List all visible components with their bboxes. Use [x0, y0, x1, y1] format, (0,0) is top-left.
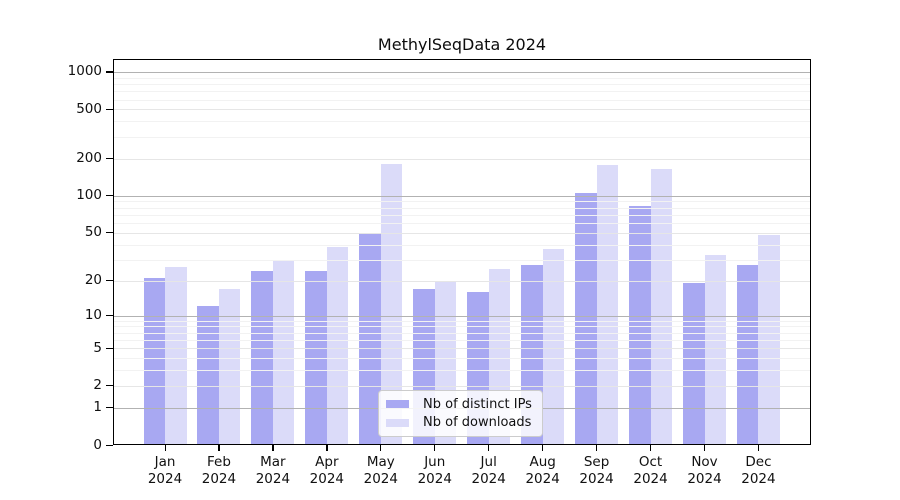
- x-tick-label-apr: Apr 2024: [309, 454, 345, 487]
- y-tick-label-0: 0: [93, 436, 102, 453]
- x-tick-label-mar: Mar 2024: [255, 454, 291, 487]
- x-tick-label-aug: Aug 2024: [525, 454, 560, 487]
- y-tick-mark-50: [106, 232, 113, 234]
- plot-border: [113, 59, 811, 445]
- x-tick-mark-apr: [326, 445, 328, 451]
- y-tick-mark-200: [106, 158, 113, 160]
- y-tick-label-200: 200: [76, 150, 102, 167]
- y-tick-mark-5: [106, 347, 113, 349]
- y-tick-label-50: 50: [84, 224, 102, 241]
- y-tick-label-5: 5: [93, 339, 102, 356]
- x-tick-mark-aug: [542, 445, 544, 451]
- y-tick-mark-20: [106, 280, 113, 282]
- x-tick-label-oct: Oct 2024: [633, 454, 668, 487]
- y-tick-label-10: 10: [84, 307, 102, 323]
- x-tick-mark-oct: [650, 445, 652, 451]
- y-tick-label-1000: 1000: [67, 63, 102, 80]
- y-tick-mark-500: [106, 108, 113, 110]
- y-tick-label-1: 1: [93, 399, 102, 416]
- legend-item-distinct-ips: Nb of distinct IPs: [386, 395, 534, 413]
- y-tick-mark-100: [106, 195, 113, 197]
- x-tick-label-jan: Jan 2024: [147, 454, 183, 487]
- x-tick-label-dec: Dec 2024: [741, 454, 776, 487]
- x-tick-mark-sep: [596, 445, 598, 451]
- x-tick-label-may: May 2024: [363, 454, 398, 487]
- legend-label-downloads: Nb of downloads: [423, 415, 532, 431]
- legend-swatch-distinct-ips: [386, 400, 409, 409]
- y-tick-mark-0: [106, 444, 113, 446]
- chart-title: MethylSeqData 2024: [377, 35, 547, 54]
- y-tick-mark-2: [106, 385, 113, 387]
- legend: Nb of distinct IPs Nb of downloads: [378, 390, 543, 437]
- x-tick-mark-feb: [218, 445, 220, 451]
- x-tick-label-jul: Jul 2024: [471, 454, 506, 487]
- y-tick-label-20: 20: [84, 272, 102, 289]
- x-tick-label-nov: Nov 2024: [687, 454, 722, 487]
- x-tick-mark-jun: [434, 445, 436, 451]
- x-tick-mark-dec: [757, 445, 760, 451]
- legend-label-distinct-ips: Nb of distinct IPs: [423, 396, 532, 412]
- x-tick-mark-may: [380, 445, 382, 451]
- y-tick-mark-1000: [106, 71, 113, 73]
- x-tick-label-feb: Feb 2024: [201, 454, 237, 487]
- x-tick-mark-mar: [272, 445, 274, 451]
- y-tick-label-2: 2: [93, 377, 102, 394]
- y-tick-mark-10: [106, 315, 113, 317]
- x-tick-label-sep: Sep 2024: [579, 454, 614, 487]
- x-tick-mark-nov: [704, 445, 706, 451]
- y-tick-label-500: 500: [76, 100, 102, 117]
- x-tick-label-jun: Jun 2024: [417, 454, 452, 487]
- legend-item-downloads: Nb of downloads: [386, 414, 534, 432]
- x-tick-mark-jan: [164, 445, 166, 451]
- y-tick-label-100: 100: [76, 187, 102, 204]
- legend-swatch-downloads: [386, 418, 409, 427]
- x-tick-mark-jul: [488, 445, 490, 451]
- y-tick-mark-1: [106, 407, 113, 409]
